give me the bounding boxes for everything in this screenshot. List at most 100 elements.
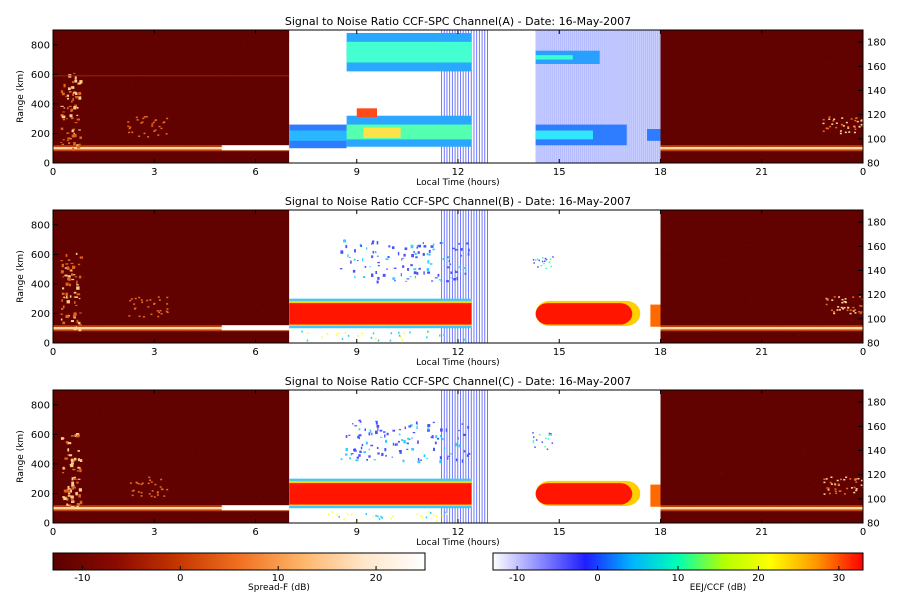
spread-f-echo [76,114,79,116]
x-tick-label: 21 [755,347,768,358]
spread-f-echo [826,299,829,301]
y2-tick-label: 140 [867,266,886,277]
spread-f-echo [61,287,65,290]
interference-stripe [481,390,483,523]
spread-f-echo [833,482,836,485]
echo-speckle [372,515,375,518]
echo-speckle [407,268,410,271]
chart-panel: Signal to Noise Ratio CCF-SPC Channel(A)… [16,15,886,188]
spread-f-echo [855,481,858,483]
spread-f-echo [835,492,838,495]
echo-speckle [446,280,449,283]
spread-f-echo [833,311,836,313]
spread-f-echo [843,493,846,495]
spread-f-echo [157,296,160,298]
spread-f-echo [65,253,68,257]
y2-tick-label: 80 [867,339,880,350]
spread-f-echo [67,97,70,100]
spread-f-echo [166,308,169,310]
echo-speckle [532,439,535,442]
spread-f-echo [79,459,83,463]
spread-f-echo [76,505,79,508]
x-tick-label: 21 [755,167,768,178]
echo-speckle [415,256,418,259]
spread-f-echo [833,312,836,315]
spread-f-echo [78,82,82,85]
spread-f-echo [63,107,66,109]
spread-f-echo [138,135,141,138]
echo-speckle [428,253,431,256]
echo-speckle [456,249,459,251]
echo-speckle [364,265,367,268]
spread-f-echo [158,125,161,128]
echo-speckle [416,425,418,430]
spread-f-echo [76,503,81,506]
ccf-echo-core [535,130,593,140]
spread-f-echo [822,130,825,132]
x-tick-label: 0 [860,347,866,358]
interference-stripe [457,210,459,343]
echo-speckle [372,250,375,254]
echo-speckle [429,511,432,514]
echo-speckle [358,434,362,437]
spread-f-echo [72,92,75,96]
echo-speckle [549,258,552,261]
spread-f-echo [61,270,65,273]
interference-stripe [484,210,486,343]
echo-speckle [534,446,536,448]
echo-speckle [406,278,410,280]
spread-f-echo [75,304,78,307]
spread-f-echo [70,108,74,112]
echo-speckle [353,258,356,261]
echo-speckle [361,332,364,335]
interference-line [53,75,290,77]
spread-f-echo [853,126,856,128]
echo-speckle [377,276,380,280]
colorbar-tick-label: 20 [370,573,383,584]
echo-speckle [399,451,402,454]
echo-speckle [386,268,388,270]
echo-speckle [398,440,400,443]
echo-speckle [418,244,422,248]
echo-speckle [375,420,378,422]
spread-f-echo [62,471,65,474]
spread-f-echo [68,454,73,457]
spread-f-echo [60,90,64,94]
x-tick-label: 9 [354,167,360,178]
echo-speckle [546,448,549,451]
spread-f-echo [68,142,71,145]
spread-f-echo [141,301,144,304]
x-tick-label: 3 [151,527,157,538]
x-tick-label: 15 [553,167,566,178]
echo-speckle [408,425,412,428]
spread-f-echo [61,143,65,146]
echo-speckle [427,330,429,333]
spread-f-echo [859,312,862,315]
spread-f-echo [77,450,80,452]
region-spread-f-night-2 [660,390,863,523]
spread-f-echo [72,315,75,318]
echo-speckle [422,252,425,256]
spread-f-echo [71,86,75,89]
colorbar-label: Spread-F (dB) [248,583,310,593]
echo-speckle [432,243,435,246]
y-tick-label: 200 [31,129,50,140]
spread-f-echo [830,476,833,478]
colorbar-tick-label: 0 [177,573,183,584]
interference-stripe [476,390,478,523]
echo-speckle [454,271,458,273]
spread-f-echo [71,481,75,486]
echo-speckle [390,517,392,520]
chart-panel: Signal to Noise Ratio CCF-SPC Channel(B)… [16,195,886,368]
spread-f-echo [73,266,76,268]
spread-f-echo [74,301,76,304]
echo-speckle [350,513,353,516]
spread-f-echo [145,116,148,118]
spread-f-echo [160,488,163,490]
spread-f-echo [73,316,76,319]
colorbar-tick-label: 10 [272,573,285,584]
spread-f-echo [76,118,80,121]
spread-f-echo [841,301,844,304]
spread-f-echo [166,117,169,120]
